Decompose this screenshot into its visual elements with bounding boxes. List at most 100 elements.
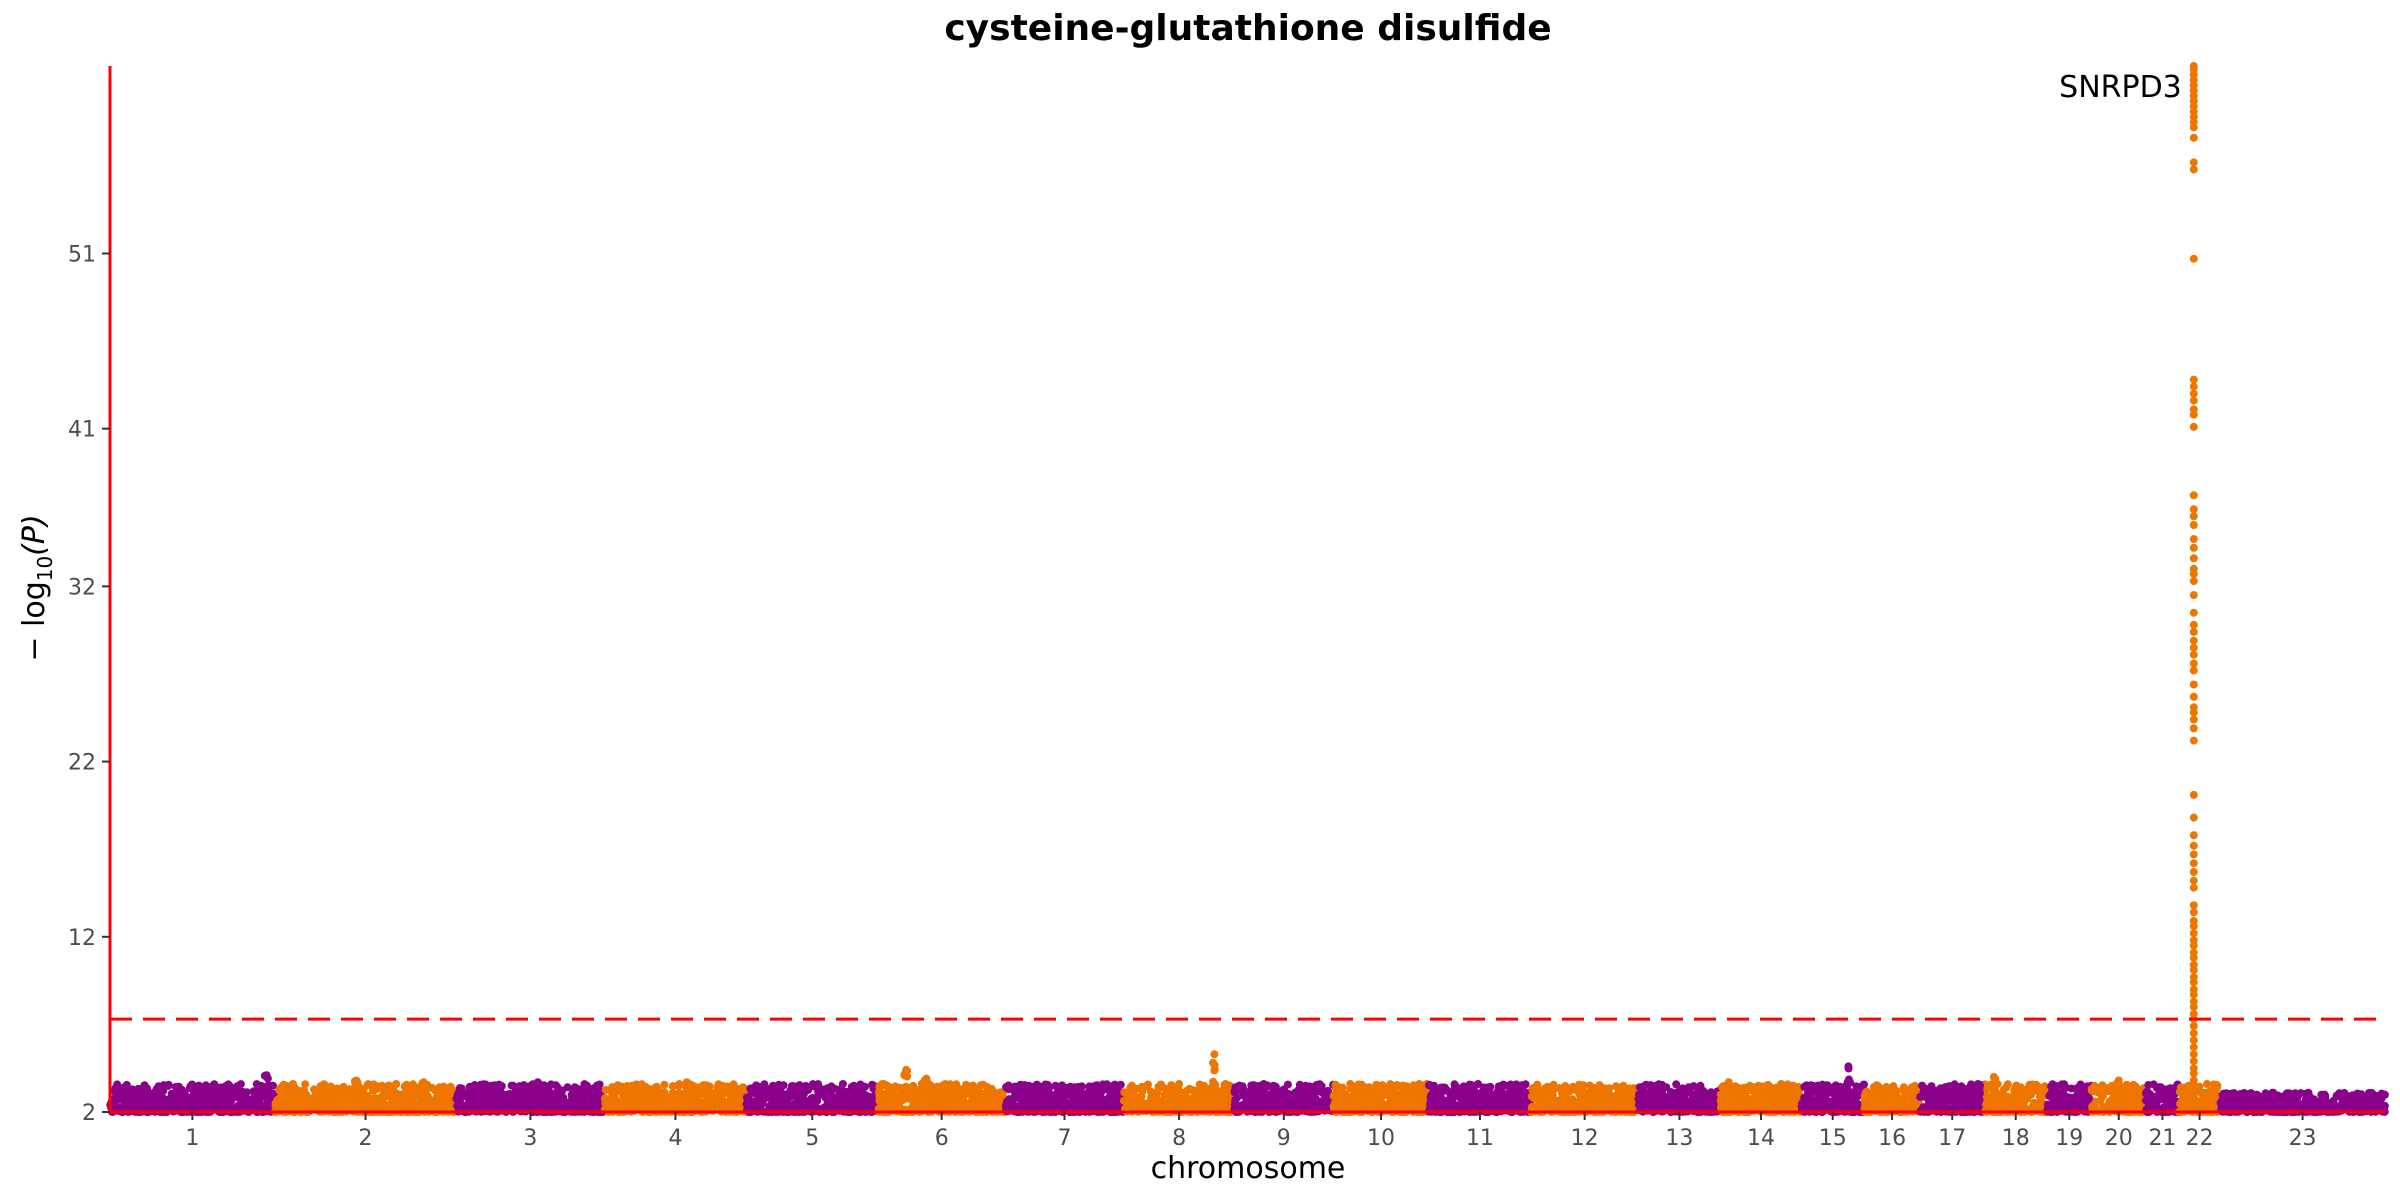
snp-point-chr3 <box>546 1089 554 1098</box>
snp-point-chr2 <box>301 1080 310 1089</box>
snp-point-chr11 <box>1461 1098 1470 1107</box>
snp-point-chr5 <box>837 1097 846 1106</box>
snp-point-chr2 <box>363 1081 372 1090</box>
snp-point-chr4 <box>739 1083 748 1092</box>
snp-point-chr9 <box>1291 1089 1300 1098</box>
snp-point-chr7 <box>1002 1097 1011 1106</box>
snp-point-chr2 <box>402 1080 411 1089</box>
snp-point-chr1 <box>125 1098 133 1107</box>
snp-point-chr10 <box>1396 1093 1405 1102</box>
snp-point-chr3 <box>553 1098 561 1107</box>
snp-point-chr5 <box>765 1088 774 1097</box>
snp-point-chr7 <box>1004 1085 1013 1094</box>
snp-point-chr1 <box>143 1094 152 1103</box>
snp-point-chr8 <box>1162 1087 1171 1096</box>
snp-point-chr1 <box>117 1088 126 1097</box>
snp-point-chr4 <box>699 1089 708 1098</box>
snp-point-chr2 <box>396 1099 405 1107</box>
snp-point-chr2 <box>328 1093 337 1102</box>
snp-point-chr3 <box>496 1094 505 1103</box>
snp-point-chr6 <box>979 1080 988 1089</box>
snp-point-chr1 <box>110 1087 119 1096</box>
snp-point-chr2 <box>270 1101 279 1109</box>
snp-point-chr5 <box>756 1088 765 1097</box>
snp-point-chr10 <box>1398 1082 1407 1091</box>
snp-point-chr6 <box>879 1093 888 1102</box>
snp-point-chr12 <box>1550 1101 1559 1110</box>
snp-point-chr5 <box>781 1096 790 1105</box>
snp-point-chr9 <box>1276 1091 1285 1100</box>
snp-point-chr4 <box>713 1082 722 1091</box>
snp-point-chr5 <box>814 1080 823 1089</box>
snp-point-chr2 <box>379 1095 388 1104</box>
snp-point-chr1 <box>238 1087 247 1096</box>
snp-point-chr9 <box>1256 1081 1265 1090</box>
snp-point-chr2 <box>397 1090 406 1099</box>
snp-point-chr8 <box>1143 1082 1152 1091</box>
snp-point-chr5 <box>779 1081 788 1090</box>
snp-point-chr1 <box>223 1083 232 1091</box>
snp-point-chr5 <box>851 1094 860 1103</box>
snp-point-chr9 <box>1261 1089 1270 1098</box>
snp-point-chr6 <box>891 1082 900 1091</box>
snp-point-chr7 <box>1012 1086 1021 1095</box>
snp-point-chr2 <box>331 1086 340 1095</box>
snp-point-chr12 <box>1561 1082 1570 1090</box>
snp-point-chr11 <box>1514 1093 1523 1101</box>
snp-point-chr4 <box>709 1094 718 1103</box>
snp-point-chr6 <box>946 1080 955 1089</box>
snp-point-chr10 <box>1405 1092 1414 1100</box>
snp-point-chr1 <box>233 1082 242 1091</box>
snp-point-chr7 <box>1077 1082 1086 1091</box>
snp-point-chr11 <box>1446 1090 1455 1099</box>
snp-point-chr3 <box>554 1088 563 1097</box>
snp-point-chr4 <box>719 1102 728 1110</box>
snp-point-chr2 <box>311 1098 320 1107</box>
snp-point-chr4 <box>672 1094 681 1103</box>
snp-point-chr9 <box>1239 1091 1248 1100</box>
snp-point-chr6 <box>934 1084 943 1093</box>
snp-point-chr4 <box>637 1080 646 1089</box>
snp-point-chr3 <box>491 1088 500 1097</box>
snp-point-chr11 <box>1506 1080 1515 1089</box>
snp-point-chr1 <box>225 1094 234 1103</box>
snp-point-chr3 <box>569 1099 578 1108</box>
snp-point-chr1 <box>203 1084 212 1093</box>
snp-point-chr7 <box>1082 1094 1091 1103</box>
snp-point-chr9 <box>1264 1082 1273 1090</box>
snp-point-chr1 <box>188 1080 197 1089</box>
snp-point-chr5 <box>756 1101 765 1110</box>
snp-point-chr2 <box>299 1092 308 1101</box>
snp-point-chr8 <box>1187 1101 1196 1110</box>
snp-point-chr4 <box>601 1098 610 1107</box>
snp-point-chr2 <box>392 1080 401 1088</box>
snp-point-chr2 <box>275 1086 284 1094</box>
snp-point-chr8 <box>1132 1084 1141 1093</box>
snp-point-chr11 <box>1452 1082 1460 1091</box>
snp-point-chr2 <box>369 1080 378 1089</box>
snp-point-chr3 <box>465 1082 474 1091</box>
snp-point-chr1 <box>211 1088 220 1097</box>
snp-point-chr4 <box>649 1092 658 1101</box>
snp-point-chr1 <box>242 1096 251 1105</box>
snp-point-chr10 <box>1391 1098 1399 1107</box>
snp-point-chr8 <box>1191 1089 1200 1098</box>
snp-point-chr10 <box>1371 1083 1380 1092</box>
snp-point-chr9 <box>1255 1098 1263 1106</box>
snp-point-chr6 <box>970 1090 978 1099</box>
snp-point-chr11 <box>1494 1082 1503 1091</box>
snp-point-chr4 <box>624 1093 633 1102</box>
snp-point-chr12 <box>1625 1085 1634 1094</box>
snp-point-chr2 <box>379 1088 388 1097</box>
snp-point-chr3 <box>579 1104 588 1113</box>
snp-point-chr6 <box>982 1095 991 1104</box>
snp-point-chr2 <box>427 1102 436 1111</box>
snp-point-chr4 <box>660 1080 669 1089</box>
snp-point-chr1 <box>167 1089 176 1098</box>
snp-point-chr12 <box>1531 1091 1540 1100</box>
chart-title: cysteine-glutathione disulfide <box>944 8 1551 49</box>
snp-point-chr3 <box>518 1083 527 1091</box>
snp-point-chr7 <box>1116 1080 1125 1089</box>
snp-point-chr6 <box>957 1099 966 1108</box>
